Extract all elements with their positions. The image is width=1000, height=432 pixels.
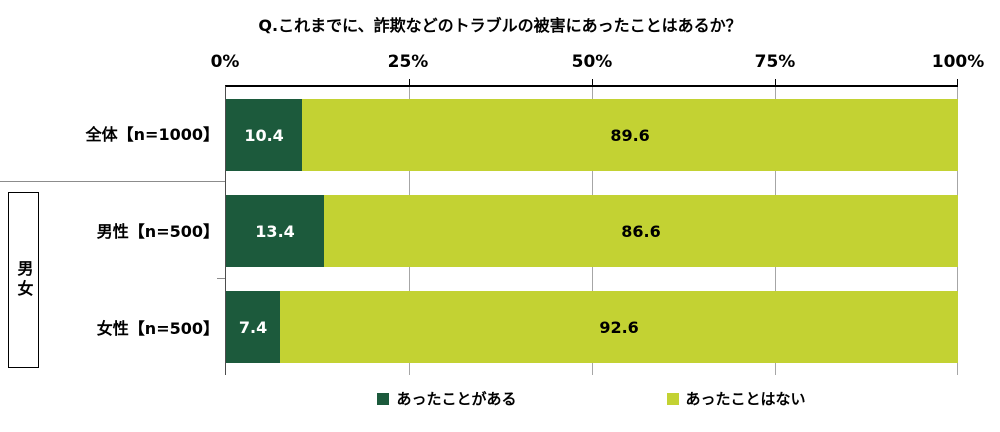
axis-tick-100 <box>957 79 958 85</box>
category-label-female: 女性【n=500】 <box>96 318 219 338</box>
bar-row-female: 7.4 92.6 <box>226 291 958 363</box>
bar-row-male: 13.4 86.6 <box>226 195 958 267</box>
legend-item-yes: あったことがある <box>377 388 517 409</box>
bar-segment-yes: 7.4 <box>226 291 281 363</box>
bar-segment-no: 89.6 <box>302 99 958 171</box>
bar-value-label: 89.6 <box>610 125 650 145</box>
axis-tick-50 <box>592 79 593 85</box>
category-label-total: 全体【n=1000】 <box>85 125 219 145</box>
x-tick-label-0: 0% <box>210 52 240 72</box>
plot-area: 10.4 89.6 13.4 86.6 7.4 92.6 <box>225 79 958 375</box>
x-tick-label-50: 50% <box>571 52 613 72</box>
x-tick-label-100: 100% <box>931 52 985 72</box>
bar-value-label: 7.4 <box>238 317 268 337</box>
bar-value-label: 10.4 <box>244 125 284 145</box>
chart-title: Q.これまでに、詐欺などのトラブルの被害にあったことはあるか？ <box>258 16 742 35</box>
category-tick <box>217 278 225 279</box>
bar-segment-yes: 13.4 <box>226 195 325 267</box>
bar-value-label: 92.6 <box>599 317 639 337</box>
legend-swatch-yes-icon <box>377 392 390 405</box>
legend: あったことがある あったことはない <box>225 388 958 409</box>
legend-label-no: あったことはない <box>685 390 806 408</box>
bar-segment-no: 86.6 <box>324 195 958 267</box>
category-label-male: 男性【n=500】 <box>96 222 219 241</box>
category-divider-line <box>0 181 225 182</box>
bar-value-label: 86.6 <box>621 221 661 241</box>
bar-row-total: 10.4 89.6 <box>226 99 958 171</box>
bar-segment-no: 92.6 <box>280 291 958 363</box>
axis-tick-75 <box>775 79 776 85</box>
x-tick-label-25: 25% <box>387 52 429 72</box>
group-label: 男女 <box>14 260 34 300</box>
group-label-box: 男女 <box>8 192 39 368</box>
x-tick-label-75: 75% <box>754 52 796 72</box>
bar-value-label: 13.4 <box>255 221 295 241</box>
axis-tick-25 <box>409 79 410 85</box>
category-axis: 全体【n=1000】 男性【n=500】 女性【n=500】 <box>0 85 219 375</box>
bar-segment-yes: 10.4 <box>226 99 303 171</box>
legend-swatch-no-icon <box>666 392 679 405</box>
legend-label-yes: あったことがある <box>396 390 517 408</box>
legend-item-no: あったことはない <box>666 388 806 409</box>
